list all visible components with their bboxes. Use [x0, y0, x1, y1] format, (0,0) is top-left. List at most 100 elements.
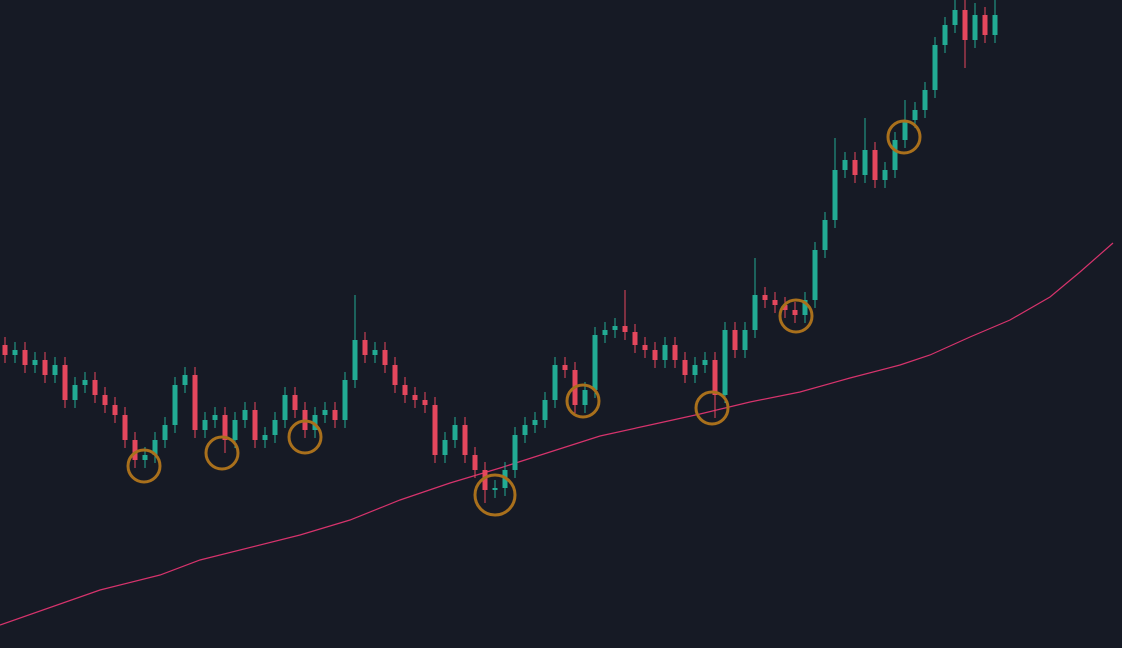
candle-body — [242, 410, 248, 420]
candle-body — [592, 335, 598, 390]
candle-body — [142, 455, 148, 460]
candle-body — [132, 440, 138, 460]
candle-body — [992, 15, 998, 35]
candle-body — [232, 420, 238, 440]
candle-body — [342, 380, 348, 420]
candle-body — [282, 395, 288, 420]
candle-body — [902, 120, 908, 140]
candle-body — [822, 220, 828, 250]
candle-body — [382, 350, 388, 365]
candle-body — [312, 415, 318, 430]
candle-body — [192, 375, 198, 430]
candle-body — [522, 425, 528, 435]
candle-body — [272, 420, 278, 435]
highlight-marker — [886, 119, 922, 155]
candle-body — [972, 15, 978, 40]
candle-body — [362, 340, 368, 355]
candle-body — [862, 150, 868, 175]
candle-body — [832, 170, 838, 220]
candle-body — [222, 415, 228, 440]
candle-body — [932, 45, 938, 90]
candle-body — [852, 160, 858, 175]
candle-body — [922, 90, 928, 110]
candle-body — [642, 345, 648, 350]
highlight-marker — [565, 383, 601, 419]
candle-body — [112, 405, 118, 415]
candle-body — [12, 350, 18, 355]
candle-body — [32, 360, 38, 365]
candle-body — [472, 455, 478, 470]
candle-body — [892, 140, 898, 170]
candle-body — [42, 360, 48, 375]
candle-body — [482, 470, 488, 490]
candle-body — [962, 10, 968, 40]
candle-body — [352, 340, 358, 380]
highlight-marker — [287, 419, 323, 455]
candle-body — [432, 405, 438, 455]
candle-body — [212, 415, 218, 420]
candle-body — [982, 15, 988, 35]
candle-body — [172, 385, 178, 425]
candle-body — [202, 420, 208, 430]
candle-body — [152, 440, 158, 455]
candle-body — [292, 395, 298, 410]
candle-body — [552, 365, 558, 400]
candle-body — [692, 365, 698, 375]
candle-body — [792, 310, 798, 315]
candle-body — [762, 295, 768, 300]
candle-body — [742, 330, 748, 350]
highlight-marker — [473, 473, 517, 517]
candle-body — [632, 332, 638, 345]
candle-body — [62, 365, 68, 400]
candle-body — [442, 440, 448, 455]
candle-body — [952, 10, 958, 25]
candle-body — [2, 345, 8, 355]
candle-body — [532, 420, 538, 425]
highlight-marker — [778, 298, 814, 334]
candle-body — [602, 330, 608, 335]
candle-body — [702, 360, 708, 365]
candle-body — [662, 345, 668, 360]
candle-body — [92, 380, 98, 395]
candle-body — [582, 390, 588, 405]
candle-body — [332, 410, 338, 420]
candle-body — [882, 170, 888, 180]
candle-body — [752, 295, 758, 330]
candle-body — [72, 385, 78, 400]
candle-body — [22, 350, 28, 365]
candle-body — [182, 375, 188, 385]
candle-body — [322, 410, 328, 415]
candle-body — [812, 250, 818, 300]
candle-body — [562, 365, 568, 370]
candle-body — [252, 410, 258, 440]
candle-body — [802, 300, 808, 315]
candle-body — [402, 385, 408, 395]
moving-average — [0, 242, 1114, 626]
candle-body — [772, 300, 778, 305]
highlight-marker — [694, 390, 730, 426]
candle-body — [672, 345, 678, 360]
candle-body — [722, 330, 728, 395]
candle-body — [622, 326, 628, 332]
candle-body — [942, 25, 948, 45]
candle-body — [372, 350, 378, 355]
candle-body — [492, 488, 498, 490]
candle-body — [732, 330, 738, 350]
candle-body — [842, 160, 848, 170]
candle-body — [102, 395, 108, 405]
candle-body — [712, 360, 718, 395]
candle-body — [612, 326, 618, 330]
candle-body — [262, 435, 268, 440]
highlight-marker — [204, 435, 240, 471]
candle-body — [542, 400, 548, 420]
candle-body — [52, 365, 58, 375]
candle-body — [412, 395, 418, 400]
candle-body — [912, 110, 918, 120]
candle-body — [872, 150, 878, 180]
candle-body — [122, 415, 128, 440]
highlight-marker — [126, 448, 162, 484]
candle-body — [462, 425, 468, 455]
candle-body — [422, 400, 428, 405]
